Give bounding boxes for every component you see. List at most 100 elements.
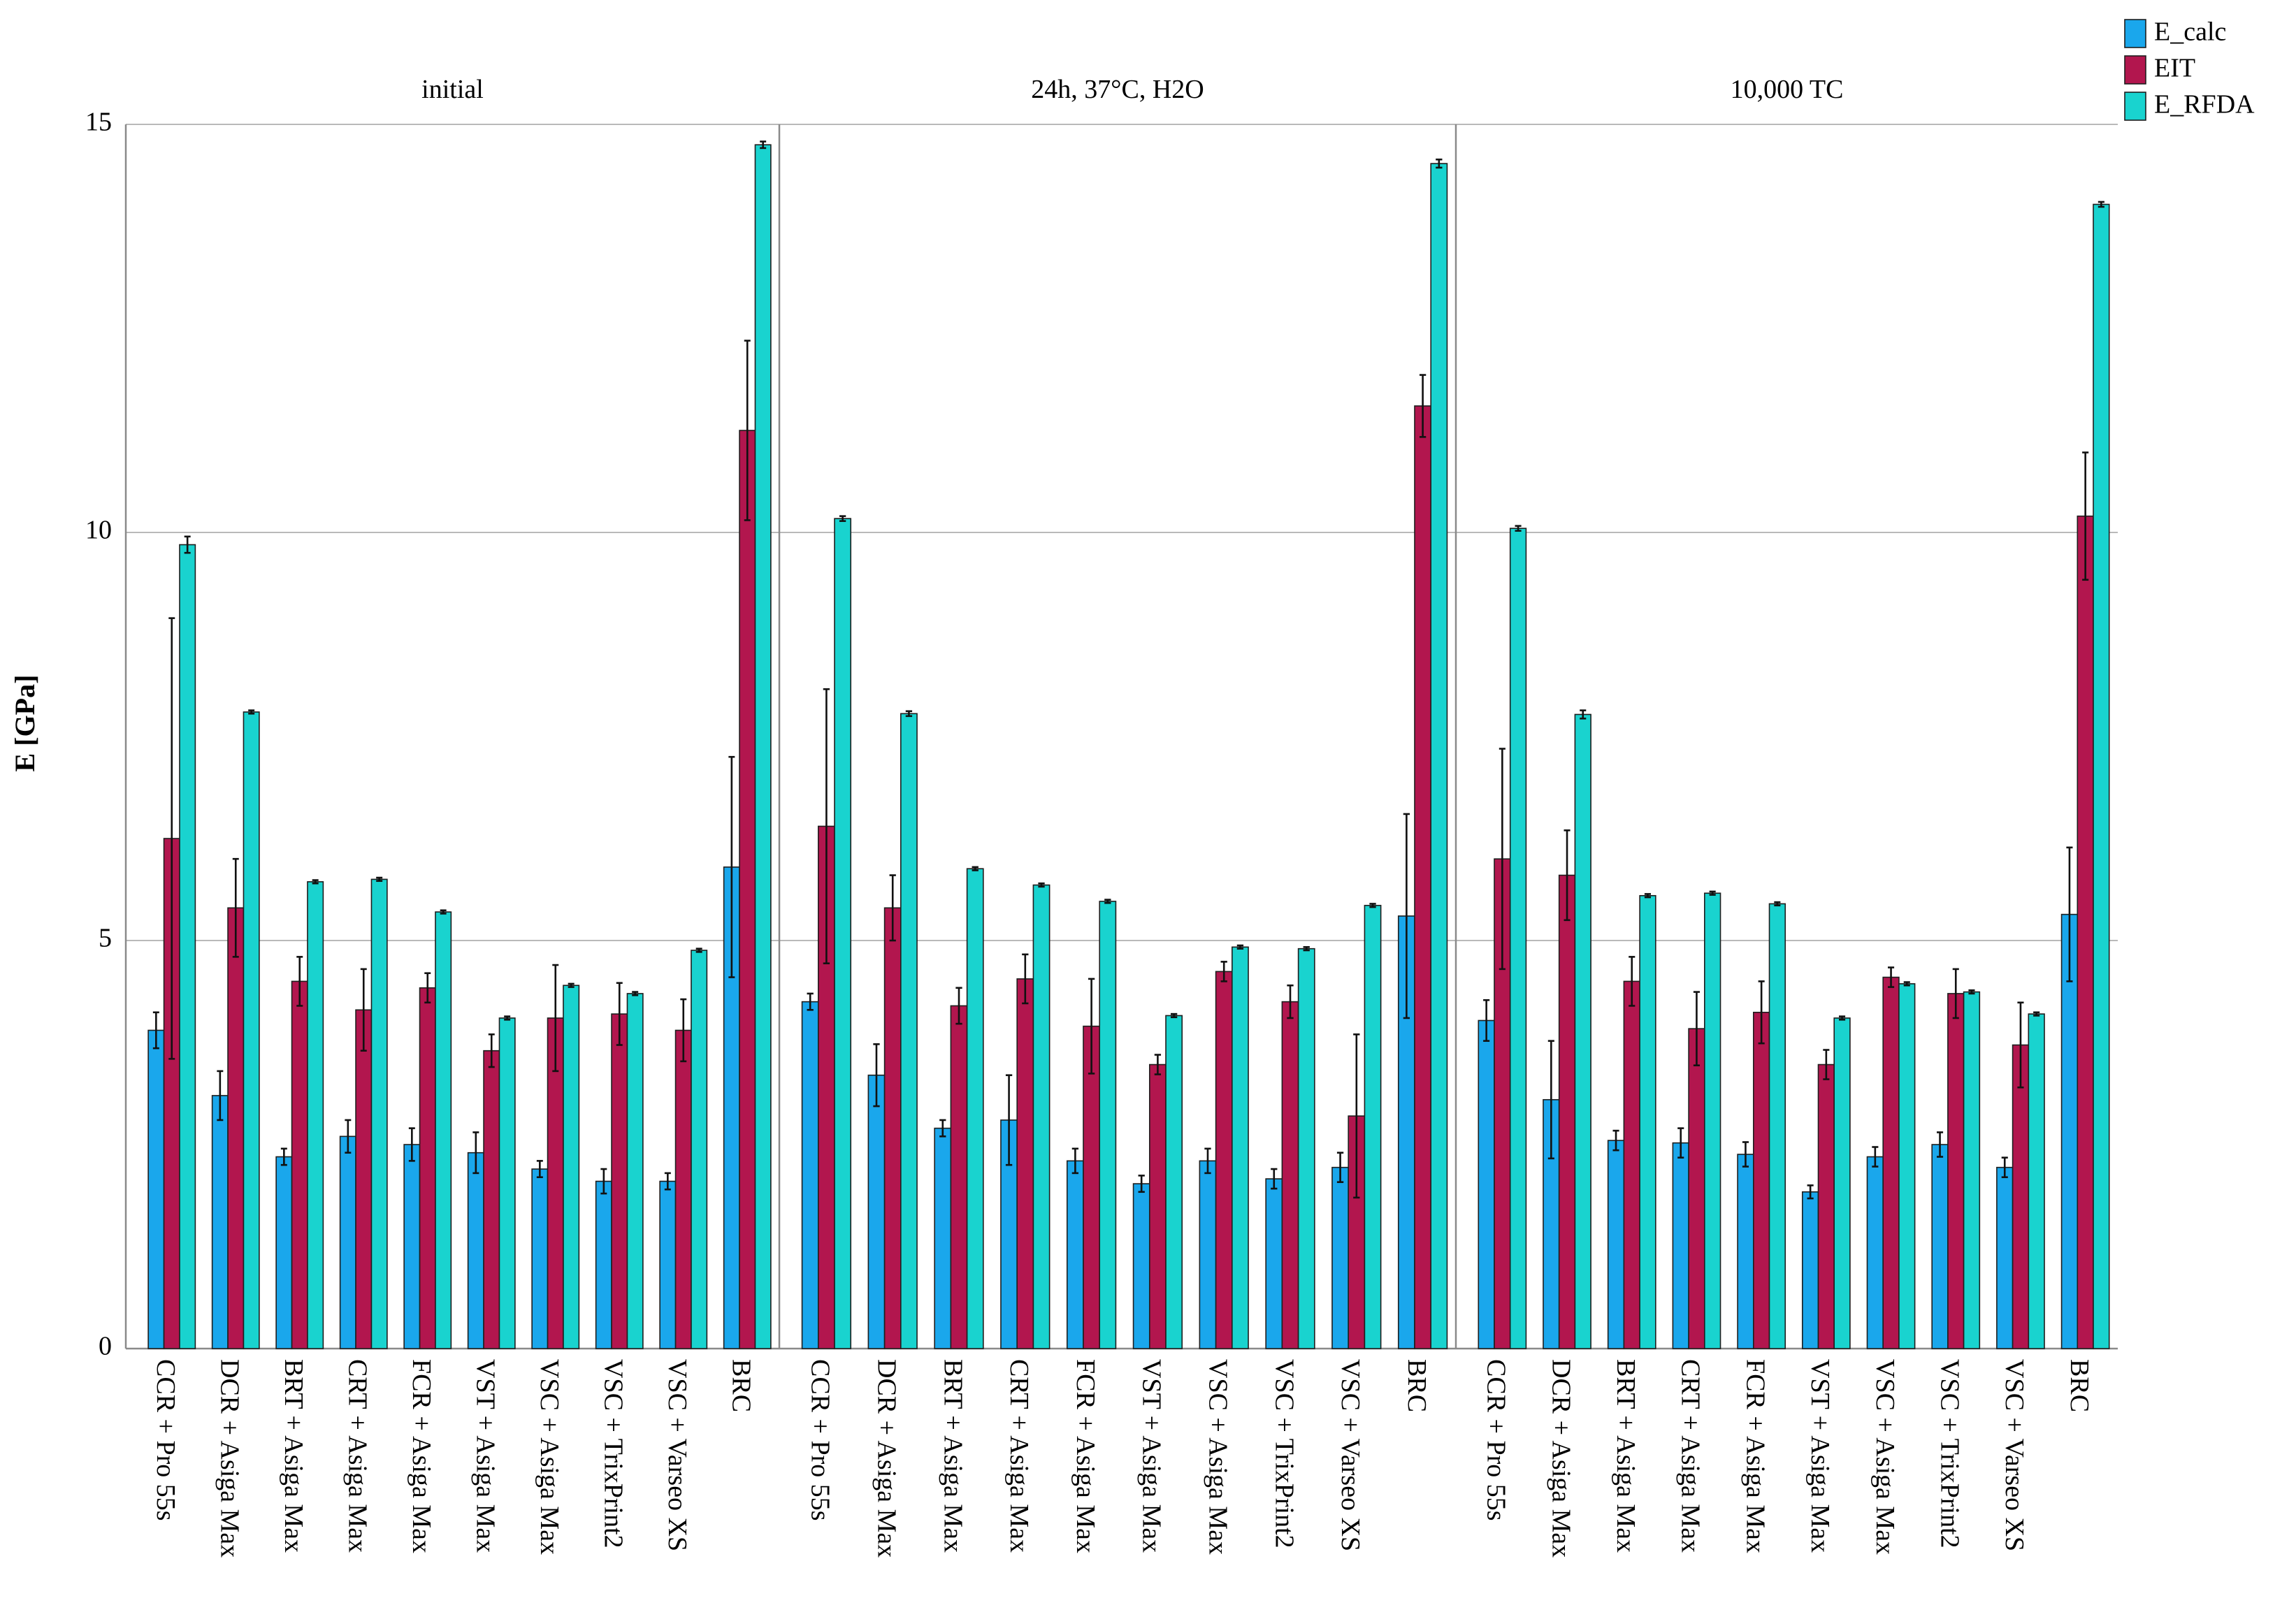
category-group-dcr-asiga-max: DCR + Asiga Max: [211, 709, 260, 1558]
category-group-fcr-asiga-max: FCR + Asiga Max: [1737, 901, 1786, 1553]
bar-e-rfda-vsc-trixprint2: [1297, 948, 1315, 1349]
category-group-ccr-pro-55s: CCR + Pro 55s: [801, 515, 852, 1521]
category-group-crt-asiga-max: CRT + Asiga Max: [1672, 890, 1721, 1553]
bar-e-calc-brt-asiga-max: [1607, 1140, 1625, 1349]
category-group-brc: BRC: [723, 140, 772, 1412]
panel-title: initial: [421, 75, 484, 104]
bar-e-rfda-dcr-asiga-max: [1574, 713, 1591, 1349]
category-group-vsc-asiga-max: VSC + Asiga Max: [1199, 944, 1249, 1555]
category-group-brt-asiga-max: BRT + Asiga Max: [1607, 893, 1656, 1553]
panel-24h-37-c-h2o: 24h, 37°C, H2O CCR + Pro 55s DCR + Asiga M…: [778, 75, 1456, 1558]
bar-e-calc-brt-asiga-max: [275, 1156, 293, 1349]
bar-e-calc-vst-asiga-max: [1132, 1183, 1150, 1349]
x-tick-label: VSC + Asiga Max: [1203, 1359, 1232, 1555]
category-group-brt-asiga-max: BRT + Asiga Max: [275, 879, 324, 1553]
x-tick-label: DCR + Asiga Max: [872, 1359, 901, 1558]
category-group-vsc-varseo-xs: VSC + Varseo XS: [1996, 1001, 2045, 1551]
y-tick-label: 0: [99, 1332, 112, 1361]
bar-eit-brt-asiga-max: [950, 1005, 968, 1349]
bar-e-rfda-dcr-asiga-max: [900, 713, 918, 1349]
bar-e-rfda-fcr-asiga-max: [1768, 903, 1786, 1349]
bar-e-calc-ccr-pro-55s: [147, 1029, 165, 1349]
legend-swatch: [2124, 19, 2146, 48]
bar-e-calc-dcr-asiga-max: [867, 1074, 886, 1349]
bar-eit-dcr-asiga-max: [883, 907, 902, 1349]
bar-e-calc-vsc-trixprint2: [1265, 1178, 1283, 1349]
x-tick-label: BRT + Asiga Max: [1611, 1359, 1640, 1553]
legend-swatch: [2124, 92, 2146, 121]
category-group-vst-asiga-max: VST + Asiga Max: [1132, 1012, 1183, 1553]
bar-e-rfda-vsc-asiga-max: [563, 985, 580, 1349]
category-group-vsc-trixprint2: VSC + TrixPrint2: [1265, 946, 1315, 1548]
x-tick-label: BRC: [2065, 1359, 2094, 1412]
bar-eit-dcr-asiga-max: [227, 907, 245, 1349]
category-group-fcr-asiga-max: FCR + Asiga Max: [1066, 899, 1117, 1553]
panel-initial: initial CCR + Pro 55s DCR + Asiga Max BRT +…: [124, 75, 779, 1558]
bar-e-rfda-vst-asiga-max: [1165, 1015, 1183, 1349]
bar-e-rfda-brc: [754, 144, 772, 1349]
x-tick-label: FCR + Asiga Max: [1071, 1359, 1100, 1553]
bar-e-rfda-vsc-asiga-max: [1898, 983, 1916, 1349]
legend-label: E_RFDA: [2154, 90, 2255, 119]
x-tick-label: CCR + Pro 55s: [151, 1359, 180, 1521]
x-tick-label: CRT + Asiga Max: [1004, 1359, 1034, 1553]
bar-eit-brt-asiga-max: [291, 980, 308, 1349]
bar-e-calc-vsc-asiga-max: [1199, 1160, 1217, 1349]
category-group-vsc-asiga-max: VSC + Asiga Max: [531, 964, 580, 1555]
x-tick-label: VSC + Varseo XS: [1336, 1359, 1365, 1551]
bar-eit-vsc-varseo-xs: [674, 1029, 692, 1349]
bar-e-calc-crt-asiga-max: [1672, 1142, 1689, 1349]
bar-e-rfda-crt-asiga-max: [1704, 892, 1721, 1349]
category-group-dcr-asiga-max: DCR + Asiga Max: [867, 710, 918, 1558]
category-group-brc: BRC: [2060, 201, 2110, 1412]
x-tick-label: DCR + Asiga Max: [215, 1359, 245, 1558]
bar-e-calc-vsc-varseo-xs: [1331, 1166, 1349, 1349]
bar-eit-vsc-asiga-max: [1882, 976, 1900, 1349]
x-tick-label: VST + Asiga Max: [1137, 1359, 1167, 1553]
x-tick-label: CCR + Pro 55s: [806, 1359, 835, 1521]
legend: E_calc EIT E_RFDA: [2124, 17, 2255, 121]
bar-e-rfda-vsc-trixprint2: [626, 993, 644, 1349]
category-group-crt-asiga-max: CRT + Asiga Max: [1000, 882, 1050, 1553]
bar-e-calc-vsc-varseo-xs: [1996, 1166, 2014, 1349]
bar-e-rfda-vsc-trixprint2: [1963, 991, 1981, 1349]
bar-e-rfda-brc: [2093, 203, 2110, 1349]
legend-swatch: [2124, 55, 2146, 85]
y-tick-label: 10: [85, 516, 112, 545]
bar-e-rfda-vsc-asiga-max: [1232, 946, 1249, 1349]
legend-item-e-rfda: E_RFDA: [2124, 90, 2255, 121]
bar-e-rfda-dcr-asiga-max: [243, 711, 260, 1349]
x-tick-label: VST + Asiga Max: [471, 1359, 500, 1553]
category-group-vsc-trixprint2: VSC + TrixPrint2: [1931, 968, 1981, 1548]
chart-panels: initial CCR + Pro 55s DCR + Asiga Max BRT +…: [124, 75, 2118, 1558]
panel-title: 10,000 TC: [1731, 75, 1844, 104]
bar-eit-fcr-asiga-max: [419, 987, 436, 1349]
bar-eit-crt-asiga-max: [355, 1009, 373, 1349]
bar-e-rfda-brt-asiga-max: [307, 881, 324, 1349]
bar-e-calc-crt-asiga-max: [339, 1135, 356, 1349]
category-group-vsc-varseo-xs: VSC + Varseo XS: [659, 948, 708, 1551]
bar-eit-vsc-asiga-max: [1215, 971, 1233, 1349]
bar-e-rfda-crt-asiga-max: [370, 878, 388, 1349]
x-tick-label: VSC + TrixPrint2: [1935, 1359, 1965, 1548]
bar-e-calc-fcr-asiga-max: [1066, 1160, 1084, 1349]
category-group-crt-asiga-max: CRT + Asiga Max: [339, 876, 388, 1553]
x-tick-label: VSC + TrixPrint2: [1269, 1359, 1299, 1548]
bar-eit-dcr-asiga-max: [1558, 874, 1576, 1349]
bar-e-calc-ccr-pro-55s: [1478, 1019, 1495, 1349]
bar-e-rfda-crt-asiga-max: [1032, 884, 1050, 1349]
bar-e-calc-vsc-asiga-max: [531, 1168, 549, 1349]
bar-eit-brc: [2077, 515, 2094, 1349]
legend-item-eit: EIT: [2124, 54, 2195, 85]
category-group-vst-asiga-max: VST + Asiga Max: [467, 1015, 516, 1553]
bar-eit-vsc-varseo-xs: [2012, 1044, 2030, 1349]
bar-e-calc-vst-asiga-max: [1801, 1191, 1819, 1349]
x-tick-label: VST + Asiga Max: [1805, 1359, 1835, 1553]
x-tick-label: CRT + Asiga Max: [343, 1359, 373, 1553]
category-group-ccr-pro-55s: CCR + Pro 55s: [1478, 525, 1527, 1521]
category-group-brc: BRC: [1397, 158, 1448, 1412]
bar-eit-vst-asiga-max: [1148, 1063, 1167, 1349]
bar-e-rfda-vsc-varseo-xs: [1364, 904, 1382, 1349]
x-tick-label: CCR + Pro 55s: [1482, 1359, 1511, 1521]
category-group-ccr-pro-55s: CCR + Pro 55s: [147, 535, 196, 1521]
